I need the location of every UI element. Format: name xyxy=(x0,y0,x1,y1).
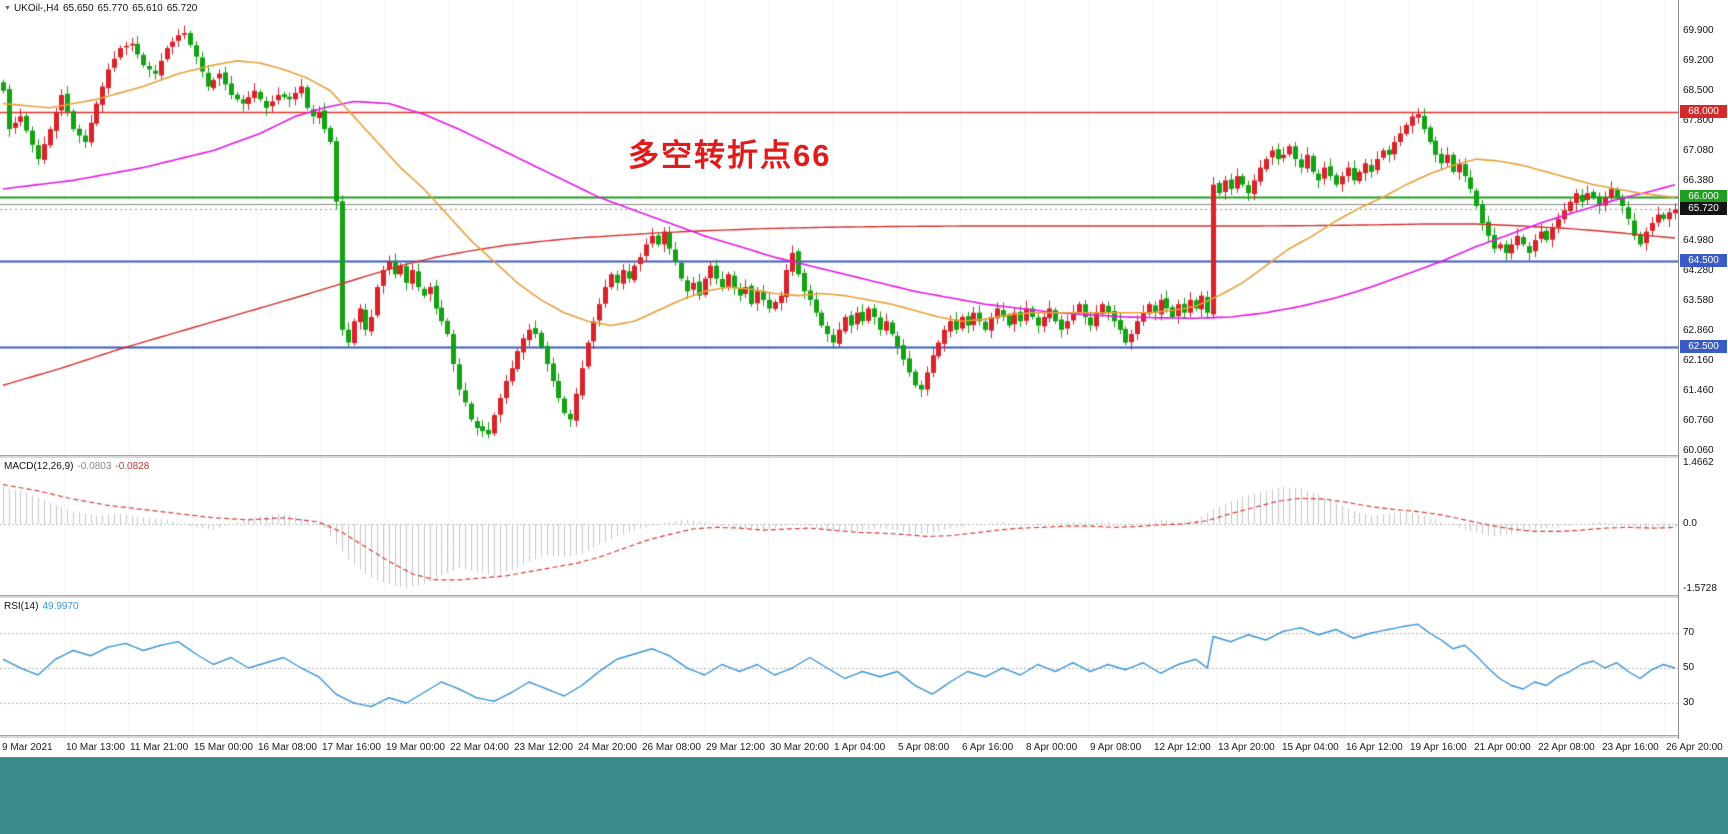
price-axis-label: 61.460 xyxy=(1683,385,1714,397)
macd-axis-label: 1.4662 xyxy=(1683,457,1714,469)
price-scale[interactable]: 69.90069.20068.50067.80067.08066.38065.6… xyxy=(1678,0,1728,739)
ohlc-low: 65.610 xyxy=(132,3,163,14)
price-tag-68.000: 68.000 xyxy=(1680,105,1727,119)
macd-indicator-label: MACD(12,26,9) -0.0803 -0.0828 xyxy=(4,461,153,472)
price-axis-label: 66.380 xyxy=(1683,175,1714,187)
time-axis-label: 16 Mar 08:00 xyxy=(258,742,317,753)
annotation-text: 多空转折点66 xyxy=(628,138,832,173)
time-axis-label: 29 Mar 12:00 xyxy=(706,742,765,753)
price-tag-65.720: 65.720 xyxy=(1680,202,1727,216)
panel-separator xyxy=(0,735,1728,738)
macd-signal-value: -0.0828 xyxy=(115,461,150,472)
time-scale[interactable]: 9 Mar 2021 10 Mar 13:00 11 Mar 21:00 15 Mar… xyxy=(0,739,1728,757)
time-axis-label: 9 Mar 2021 xyxy=(2,742,53,753)
price-axis-label: 62.860 xyxy=(1683,325,1714,337)
time-axis-label: 26 Apr 20:00 xyxy=(1666,742,1723,753)
time-axis-label: 30 Mar 20:00 xyxy=(770,742,829,753)
macd-main-value: -0.0803 xyxy=(77,461,112,472)
macd-axis-label: -1.5728 xyxy=(1683,583,1717,595)
time-axis-label: 6 Apr 16:00 xyxy=(962,742,1014,753)
time-axis-label: 23 Mar 12:00 xyxy=(514,742,573,753)
price-axis-label: 60.760 xyxy=(1683,415,1714,427)
rsi-axis-label: 30 xyxy=(1683,697,1695,708)
macd-name: MACD(12,26,9) xyxy=(4,461,74,472)
price-axis-label: 64.280 xyxy=(1683,264,1714,276)
time-axis-label: 10 Mar 13:00 xyxy=(66,742,125,753)
time-axis-label: 22 Mar 04:00 xyxy=(450,742,509,753)
time-axis-label: 13 Apr 20:00 xyxy=(1218,742,1275,753)
chart-title: ▼ UKOil-,H4 65.650 65.770 65.610 65.720 xyxy=(4,3,201,14)
time-axis-label: 11 Mar 21:00 xyxy=(130,742,189,753)
panel-separator[interactable] xyxy=(0,595,1728,598)
rsi-name: RSI(14) xyxy=(4,601,39,612)
time-axis-label: 5 Apr 08:00 xyxy=(898,742,950,753)
price-axis-label: 64.980 xyxy=(1683,235,1714,246)
price-axis-label: 67.080 xyxy=(1683,145,1714,157)
macd-axis-label: 0.0 xyxy=(1683,518,1697,529)
price-axis-label: 69.200 xyxy=(1683,54,1714,66)
rsi-axis-label: 50 xyxy=(1683,662,1695,673)
time-axis-label: 26 Mar 08:00 xyxy=(642,742,701,753)
time-axis-label: 8 Apr 00:00 xyxy=(1026,742,1078,753)
panel-separator[interactable] xyxy=(0,455,1728,458)
time-axis-label: 23 Apr 16:00 xyxy=(1602,742,1659,753)
time-axis-label: 1 Apr 04:00 xyxy=(834,742,886,753)
price-axis-label: 67.800 xyxy=(1683,114,1714,126)
time-axis-label: 22 Apr 08:00 xyxy=(1538,742,1595,753)
time-axis-label: 9 Apr 08:00 xyxy=(1090,742,1142,753)
ohlc-close: 65.720 xyxy=(166,3,198,14)
time-axis-label: 12 Apr 12:00 xyxy=(1154,742,1211,753)
rsi-value: 49.9970 xyxy=(42,601,79,612)
time-axis-label: 24 Mar 20:00 xyxy=(578,742,637,753)
one-click-trading-arrow[interactable]: ▼ xyxy=(4,5,11,12)
price-tag-62.500: 62.500 xyxy=(1680,339,1727,353)
rsi-axis-label: 70 xyxy=(1683,627,1695,638)
time-axis-label: 19 Apr 16:00 xyxy=(1410,742,1467,753)
bottom-band xyxy=(0,757,1728,834)
time-axis-label: 19 Mar 00:00 xyxy=(386,742,445,753)
price-tag-66.000: 66.000 xyxy=(1680,190,1727,204)
chart-canvas[interactable] xyxy=(0,0,1678,757)
time-axis-label: 16 Apr 12:00 xyxy=(1346,742,1403,753)
price-axis-label: 69.900 xyxy=(1683,25,1714,36)
price-axis-label: 62.160 xyxy=(1683,355,1714,367)
price-axis-label: 63.580 xyxy=(1683,294,1714,306)
ohlc-high: 65.770 xyxy=(97,3,129,14)
symbol-timeframe: UKOil-,H4 xyxy=(13,3,59,14)
time-axis-label: 15 Apr 04:00 xyxy=(1282,742,1339,753)
time-axis-label: 21 Apr 00:00 xyxy=(1474,742,1531,753)
rsi-indicator-label: RSI(14) 49.9970 xyxy=(4,601,83,612)
price-tag-64.500: 64.500 xyxy=(1680,254,1727,268)
time-axis-label: 15 Mar 00:00 xyxy=(194,742,253,753)
ohlc-open: 65.650 xyxy=(62,3,94,14)
price-axis-label: 68.500 xyxy=(1683,84,1714,96)
time-axis-label: 17 Mar 16:00 xyxy=(322,742,381,753)
price-axis-label: 60.060 xyxy=(1683,445,1714,456)
